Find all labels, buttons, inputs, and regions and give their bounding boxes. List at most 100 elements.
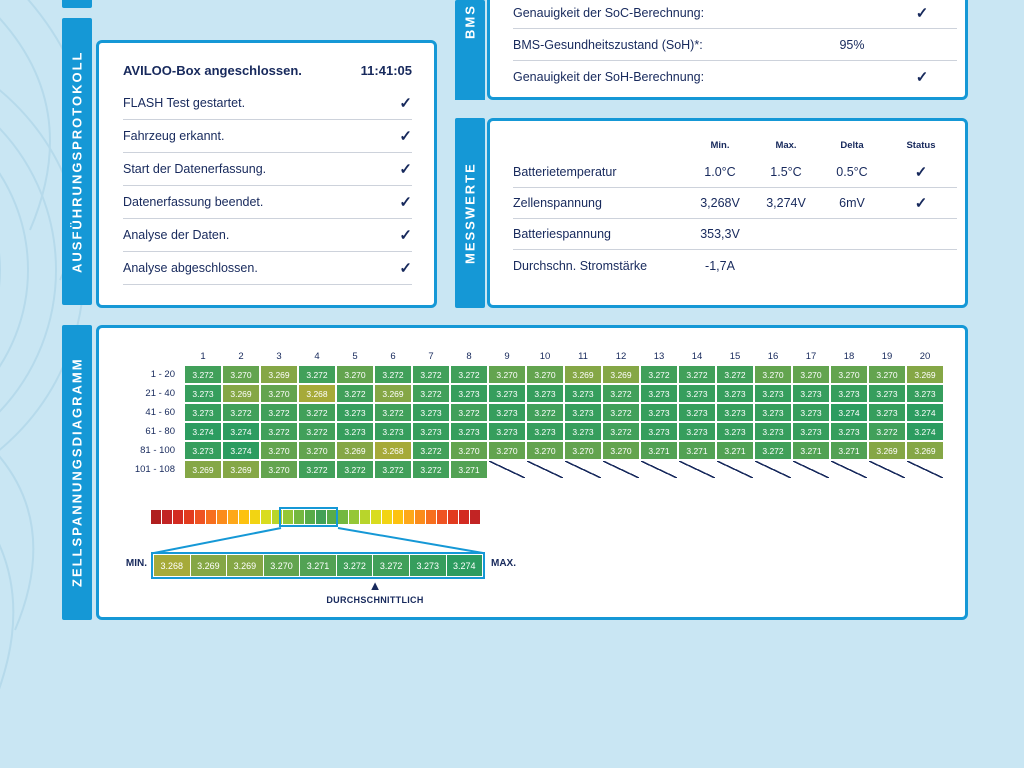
bms-row-label: Genauigkeit der SoC-Berechnung: — [513, 5, 705, 20]
bms-row-value: 95% — [839, 37, 865, 52]
voltage-cell: 3.272 — [375, 366, 411, 383]
value-min: 3,268V — [700, 196, 740, 210]
voltage-cell: 3.274 — [223, 423, 259, 440]
voltage-cell: 3.273 — [527, 385, 563, 402]
messwerte-row-label: Durchschn. Stromstärke — [513, 258, 648, 273]
voltage-cell: 3.272 — [451, 404, 487, 421]
voltage-cell: 3.269 — [261, 366, 297, 383]
grid-header-row: 1 2 3 4 5 6 7 8 9 10 11 12 13 14 15 16 17 18 19 20 — [99, 350, 943, 364]
check-icon: ✓ — [914, 195, 928, 212]
protocol-item-label: FLASH Test gestartet. — [123, 96, 246, 110]
voltage-cell: 3.270 — [565, 442, 601, 459]
legend-square — [437, 510, 447, 524]
voltage-cell: 3.273 — [641, 423, 677, 440]
legend-square — [239, 510, 249, 524]
zoom-voltage-cell: 3.270 — [263, 555, 300, 576]
legend-square — [459, 510, 469, 524]
voltage-cell: 3.271 — [793, 442, 829, 459]
voltage-cell: 3.272 — [375, 461, 411, 478]
voltage-cell: 3.273 — [793, 385, 829, 402]
protocol-header: AVILOO-Box angeschlossen. 11:41:05 — [123, 53, 412, 87]
protocol-item-label: Analyse der Daten. — [123, 228, 230, 242]
grid-column-header: 9 — [504, 351, 510, 362]
voltage-cell: 3.272 — [413, 385, 449, 402]
protocol-item-label: Analyse abgeschlossen. — [123, 261, 258, 275]
voltage-cell: 3.271 — [641, 442, 677, 459]
protocol-item: Datenerfassung beendet. ✓ — [123, 186, 412, 219]
voltage-cell: 3.269 — [565, 366, 601, 383]
voltage-cell: 3.270 — [261, 442, 297, 459]
grid-column-header: 8 — [466, 351, 472, 362]
grid-column-header: 12 — [615, 351, 627, 362]
voltage-cell: 3.273 — [717, 423, 753, 440]
empty-cell-slash — [869, 461, 905, 478]
voltage-cell: 3.273 — [185, 442, 221, 459]
voltage-cell: 3.269 — [907, 442, 943, 459]
value-min: 353,3V — [700, 227, 740, 241]
legend-square — [283, 510, 293, 524]
voltage-cell: 3.273 — [831, 423, 867, 440]
voltage-cell: 3.273 — [413, 404, 449, 421]
grid-data-row: 1 - 20 3.272 3.270 3.269 3.272 3.270 3.272 3.27… — [99, 366, 943, 383]
voltage-cell: 3.273 — [185, 385, 221, 402]
empty-cell-slash — [679, 461, 715, 478]
voltage-cell: 3.273 — [831, 385, 867, 402]
voltage-cell: 3.270 — [261, 461, 297, 478]
grid-column-header: 17 — [805, 351, 817, 362]
voltage-cell: 3.270 — [527, 366, 563, 383]
value-min: -1,7A — [705, 258, 735, 273]
grid-column-header: 2 — [238, 351, 244, 362]
voltage-cell: 3.273 — [185, 404, 221, 421]
grid-data-row: 81 - 100 3.273 3.274 3.270 3.270 3.269 3.268 3.… — [99, 442, 943, 459]
protocol-header-time: 11:41:05 — [360, 62, 412, 78]
messwerte-row-label: Zellenspannung — [513, 196, 602, 210]
check-icon: ✓ — [915, 69, 929, 86]
voltage-cell: 3.271 — [679, 442, 715, 459]
legend-highlight — [279, 507, 338, 527]
voltage-cell: 3.271 — [717, 442, 753, 459]
voltage-cell: 3.272 — [375, 404, 411, 421]
grid-data-row: 101 - 108 3.269 3.269 3.270 3.272 3.272 3.272 3… — [99, 461, 943, 478]
voltage-cell: 3.273 — [375, 423, 411, 440]
section-title: AUSFÜHRUNGSPROTOKOLL — [69, 50, 85, 273]
grid-column-header: 3 — [276, 351, 282, 362]
voltage-cell: 3.273 — [679, 385, 715, 402]
legend-square — [327, 510, 337, 524]
empty-cell-slash — [603, 461, 639, 478]
voltage-cell: 3.269 — [337, 442, 373, 459]
voltage-cell: 3.273 — [641, 385, 677, 402]
zoom-voltage-cell: 3.271 — [300, 555, 336, 576]
voltage-cell: 3.268 — [375, 442, 411, 459]
protocol-item-list: FLASH Test gestartet. ✓ Fahrzeug erkannt. ✓… — [123, 87, 412, 285]
voltage-cell: 3.273 — [755, 404, 791, 421]
protocol-item: Start der Datenerfassung. ✓ — [123, 153, 412, 186]
voltage-cell: 3.273 — [907, 385, 943, 402]
voltage-cell: 3.272 — [413, 442, 449, 459]
empty-cell-slash — [831, 461, 867, 478]
column-header-delta: Delta — [840, 139, 864, 151]
value-delta: 0.5°C — [836, 165, 868, 179]
grid-column-header: 7 — [428, 351, 434, 362]
voltage-cell: 3.272 — [299, 461, 335, 478]
voltage-cell: 3.269 — [869, 442, 905, 459]
legend-square — [217, 510, 227, 524]
check-icon: ✓ — [399, 161, 412, 178]
grid-column-header: 15 — [729, 351, 741, 362]
voltage-cell: 3.274 — [223, 442, 259, 459]
voltage-cell: 3.272 — [869, 423, 905, 440]
voltage-cell: 3.273 — [793, 423, 829, 440]
legend-square — [294, 510, 304, 524]
grid-column-header: 16 — [767, 351, 779, 362]
value-max: 3,274V — [766, 196, 806, 210]
empty-cell-slash — [755, 461, 791, 478]
legend-square — [338, 510, 348, 524]
protocol-header-label: AVILOO-Box angeschlossen. — [123, 62, 302, 78]
check-icon: ✓ — [399, 95, 412, 112]
check-icon: ✓ — [399, 227, 412, 244]
value-min: 1.0°C — [704, 165, 736, 179]
voltage-cell: 3.273 — [489, 385, 525, 402]
voltage-cell: 3.273 — [565, 385, 601, 402]
section-label-zellspannungsdiagramm: ZELLSPANNUNGSDIAGRAMM — [62, 325, 92, 620]
voltage-cell: 3.273 — [717, 404, 753, 421]
voltage-cell: 3.273 — [451, 385, 487, 402]
